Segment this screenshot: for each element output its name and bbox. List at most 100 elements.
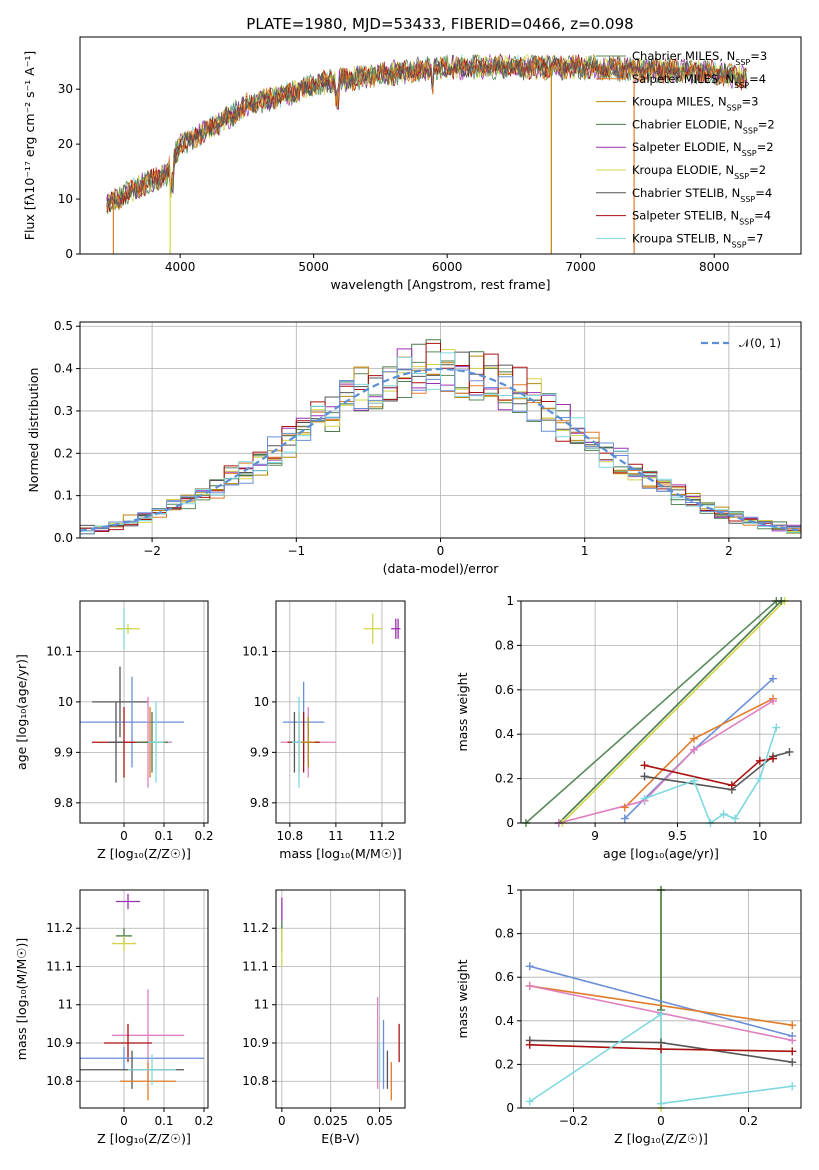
legend-entry: Salpeter MILES, NSSP=4 (632, 72, 766, 90)
weight-marker (769, 674, 777, 683)
x-tick-label: 2 (725, 544, 733, 558)
y-tick-label: 9.8 (250, 796, 269, 810)
y-tick-label: 10.8 (46, 1074, 73, 1088)
plot-area (525, 601, 790, 823)
histogram-series (80, 352, 801, 534)
y-tick-label: 11.1 (46, 959, 73, 973)
axes-frame (79, 600, 209, 824)
y-tick-label: 0.4 (54, 362, 73, 376)
x-tick-label: 1 (581, 544, 589, 558)
weight-marker (731, 814, 740, 823)
plot-area (80, 339, 801, 535)
x-axis-label: age [log₁₀(age/yr)] (603, 846, 719, 861)
weight-marker (657, 1045, 665, 1054)
y-tick-label: 1 (506, 883, 514, 897)
y-tick-label: 9.9 (250, 745, 269, 759)
x-tick-label: 5000 (298, 260, 329, 274)
axes-frame (79, 321, 802, 539)
y-axis-label: Normed distribution (26, 368, 41, 493)
z-age-panel: 0 0.1 0.2 9.8 9.9 10 10.1 Z [log₁₀(Z/Z☉)] age [l… (14, 600, 214, 861)
x-tick-label: 6000 (432, 260, 463, 274)
y-tick-label: 10 (58, 695, 73, 709)
y-tick-label: 10.1 (46, 644, 73, 658)
y-tick-label: 0.8 (495, 638, 514, 652)
y-tick-label: 0.2 (495, 1057, 514, 1071)
x-axis-label: (data-model)/error (383, 561, 500, 576)
z-mass-panel: 0 0.1 0.2 10.8 10.9 11 11.1 11.2 Z [log₁₀(Z/Z☉)]… (14, 889, 214, 1146)
y-tick-label: 10.9 (46, 1036, 73, 1050)
figure-title: PLATE=1980, MJD=53433, FIBERID=0466, z=0… (246, 15, 633, 33)
residuals-panel: −2 −1 0 1 2 0.0 0.1 0.2 0.3 0.4 0.5 (data-model)/er… (26, 319, 802, 576)
weight-marker (727, 781, 736, 790)
x-tick-label: −0.2 (559, 1114, 588, 1128)
weight-line (558, 700, 774, 823)
x-tick-label: 9.5 (668, 829, 687, 843)
weight-line (558, 601, 782, 823)
x-tick-label: 0.2 (739, 1114, 758, 1128)
y-tick-label: 10 (254, 695, 269, 709)
weight-marker (640, 761, 649, 770)
x-tick-label: 0.05 (366, 1114, 393, 1128)
weight-line (644, 727, 778, 823)
y-tick-label: 0 (65, 247, 73, 261)
y-tick-label: 11.2 (46, 921, 73, 935)
legend-entry: Kroupa STELIB, NSSP=7 (632, 231, 763, 249)
x-tick-label: 0 (120, 829, 128, 843)
y-tick-label: 20 (58, 137, 73, 151)
x-tick-label: 0 (657, 1114, 665, 1128)
weight-marker (640, 794, 649, 803)
weight-marker (525, 1040, 534, 1049)
x-tick-label: 0.2 (194, 1114, 213, 1128)
z-massweight-panel: −0.2 0 0.2 0 0.2 0.4 0.6 0.8 1 Z [log₁₀(Z/Z☉)] mas… (455, 883, 802, 1146)
ebv-mass-panel: 0 0.025 0.05 10.8 10.9 11 11.1 11.2 E(B-V) (242, 889, 406, 1146)
weight-marker (640, 772, 649, 781)
weight-marker (769, 696, 777, 705)
x-tick-label: 11.2 (369, 829, 396, 843)
weight-line (529, 1012, 793, 1105)
y-tick-label: 10.9 (242, 1036, 269, 1050)
legend-entry: Salpeter ELODIE, NSSP=2 (632, 140, 774, 158)
x-tick-label: 0.2 (194, 829, 213, 843)
y-tick-label: 0.4 (495, 727, 514, 741)
x-tick-label: −1 (287, 544, 305, 558)
x-tick-label: 0.1 (154, 1114, 173, 1128)
y-tick-label: 0.6 (495, 970, 514, 984)
x-tick-label: 0.025 (314, 1114, 348, 1128)
y-tick-label: 0.2 (495, 772, 514, 786)
x-tick-label: −2 (143, 544, 161, 558)
y-tick-label: 0.8 (495, 927, 514, 941)
y-tick-label: 11 (254, 998, 269, 1012)
weight-line (561, 601, 786, 823)
legend-entry: Chabrier STELIB, NSSP=4 (632, 186, 772, 204)
y-tick-label: 0.3 (54, 404, 73, 418)
y-tick-label: 9.8 (54, 796, 73, 810)
y-tick-label: 11 (58, 998, 73, 1012)
x-tick-label: 7000 (565, 260, 596, 274)
axes-frame (275, 600, 406, 824)
weight-marker (755, 774, 764, 783)
y-tick-label: 11.2 (242, 921, 269, 935)
weight-marker (788, 1047, 797, 1056)
weight-marker (785, 747, 794, 756)
x-tick-label: 0.1 (154, 829, 173, 843)
weight-marker (769, 754, 777, 763)
y-tick-label: 0.4 (495, 1014, 514, 1028)
weight-marker (689, 745, 698, 754)
weight-marker (788, 1058, 797, 1067)
y-axis-label: mass weight (455, 959, 470, 1038)
weight-marker (657, 1099, 665, 1108)
normal-curve (80, 367, 801, 532)
y-tick-label: 1 (506, 594, 514, 608)
weight-marker (620, 814, 629, 823)
y-tick-label: 0.1 (54, 489, 73, 503)
weight-marker (525, 1097, 534, 1106)
y-tick-label: 0.6 (495, 683, 514, 697)
plot-area (80, 893, 204, 1101)
y-tick-label: 30 (58, 82, 73, 96)
weight-marker (525, 981, 534, 990)
weight-marker (689, 776, 698, 785)
weight-marker (657, 1010, 665, 1019)
x-tick-label: 8000 (699, 260, 730, 274)
plot-area (529, 890, 793, 1108)
